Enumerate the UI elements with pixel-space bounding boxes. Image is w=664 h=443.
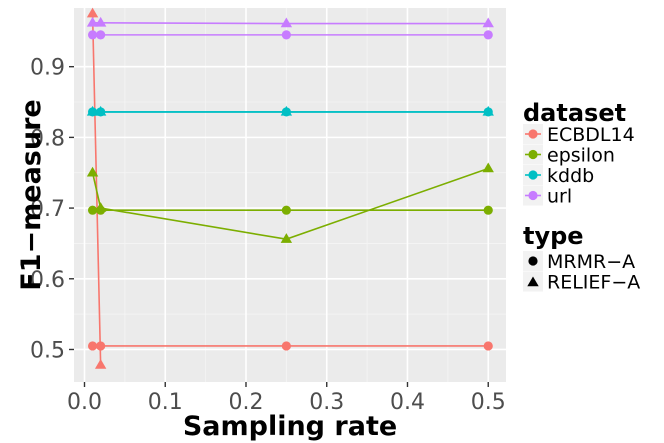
y-tick-label: 0.8	[30, 126, 65, 151]
ecbdl14-mrmr-point	[281, 341, 291, 351]
minor-gridlines	[74, 8, 506, 382]
kddb-relief-point	[86, 105, 99, 116]
epsilon-relief-point	[94, 202, 107, 212]
x-tick-labels: 0.0 0.1 0.2 0.3 0.4 0.5	[67, 390, 506, 415]
url-relief-point	[280, 17, 293, 28]
x-tick-label: 0.1	[148, 390, 183, 415]
y-axis-title: F1−measure	[16, 99, 47, 290]
epsilon-relief-line	[91, 167, 489, 241]
ecbdl14-relief-point	[86, 7, 99, 18]
y-tick-label: 0.7	[30, 197, 65, 222]
plot-panel	[74, 8, 506, 382]
legend-label-ecbdl14: ECBDL14	[547, 124, 635, 146]
axis-ticks	[69, 65, 489, 387]
y-tick-label: 0.5	[30, 338, 65, 363]
x-tick-label: 0.5	[471, 390, 506, 415]
ecbdl14-mrmr-point	[87, 341, 98, 351]
legend-key-point-epsilon	[528, 149, 538, 160]
legend-key-triangle	[527, 276, 539, 287]
epsilon-mrmr-point	[281, 205, 291, 215]
url-relief-point	[86, 16, 99, 27]
url-mrmr-point	[96, 30, 106, 40]
legend-key-point-kddb	[528, 170, 538, 180]
x-tick-label: 0.4	[390, 390, 425, 415]
ecbdl14-relief-point	[94, 359, 107, 369]
series-points	[86, 7, 494, 369]
epsilon-mrmr-point	[483, 205, 493, 215]
url-mrmr-point	[483, 30, 493, 40]
kddb-relief-point	[482, 105, 494, 116]
legend-key-point-ecbdl14	[528, 129, 538, 139]
url-mrmr-point	[281, 30, 291, 40]
epsilon-relief-point	[280, 233, 293, 243]
epsilon-relief-point	[86, 166, 99, 177]
legend-label-kddb: kddb	[547, 165, 594, 187]
ecbdl14-mrmr-point	[483, 341, 493, 351]
url-relief-line	[92, 22, 489, 25]
legend-title-type: type	[523, 222, 584, 250]
y-tick-label: 0.9	[30, 56, 65, 81]
x-axis-title: Sampling rate	[183, 411, 397, 442]
kddb-relief-point	[94, 105, 107, 116]
epsilon-relief-point	[482, 162, 494, 173]
legend-label-relief-a: RELIEF−A	[547, 272, 640, 294]
epsilon-mrmr-point	[87, 205, 98, 215]
legend-label-mrmr-a: MRMR−A	[547, 251, 635, 273]
y-tick-label: 0.6	[30, 268, 65, 293]
y-tick-labels: 0.5 0.6 0.7 0.8 0.9	[30, 56, 65, 364]
x-tick-label: 0.2	[228, 390, 263, 415]
url-relief-point	[482, 17, 494, 28]
url-relief-point	[94, 16, 107, 27]
ecbdl14-mrmr-point	[96, 341, 106, 351]
url-mrmr-point	[87, 30, 98, 40]
x-tick-label: 0.3	[309, 390, 344, 415]
x-tick-label: 0.0	[67, 390, 102, 415]
legend-label-epsilon: epsilon	[547, 145, 615, 167]
kddb-relief-point	[280, 105, 293, 116]
legend-title-dataset: dataset	[523, 99, 626, 127]
legend-key-circle	[528, 256, 538, 266]
legend-key-point-url	[528, 190, 538, 201]
legend-label-url: url	[547, 186, 572, 208]
